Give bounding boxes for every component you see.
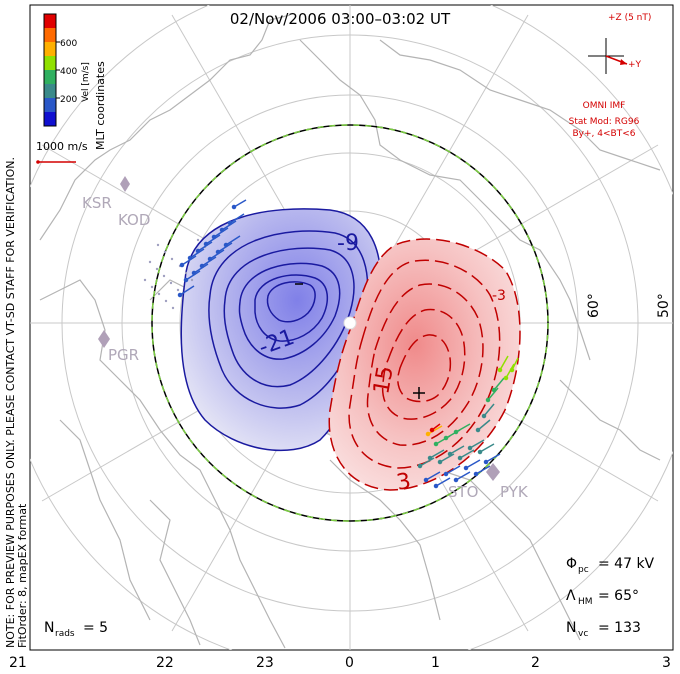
- svg-text:Φ: Φ: [566, 556, 577, 572]
- station-marker-ksr: [120, 176, 130, 192]
- hm-boundary-green: [151, 124, 549, 522]
- colorbar-tick-600: 600: [60, 39, 77, 49]
- contour-label-pos-neg3: -3: [492, 288, 506, 304]
- svg-text:rads: rads: [55, 629, 75, 639]
- stat-n-rads: N rads = 5: [44, 620, 108, 639]
- mlt-label-2: 2: [531, 655, 540, 671]
- stat-model: Stat Mod: RG96: [569, 117, 640, 127]
- imf-source: OMNI IMF: [583, 101, 626, 111]
- mlt-label-3: 3: [662, 655, 671, 671]
- map-title: 02/Nov/2006 03:00–03:02 UT: [230, 10, 451, 28]
- velocity-vectors: [177, 199, 519, 489]
- stat-n-vc: N vc = 133: [566, 620, 641, 639]
- colorbar: 600 400 200 Vel [m/s]: [43, 13, 91, 127]
- lat-label-60: 60°: [586, 293, 602, 318]
- svg-text:vc: vc: [578, 629, 588, 639]
- coastlines: [39, 14, 661, 649]
- contour-label-pos-15: 15: [369, 364, 398, 396]
- mlt-label-0: 0: [345, 655, 354, 671]
- station-label-ksr: KSR: [82, 194, 112, 212]
- contour-label-pos-3: 3: [395, 469, 413, 496]
- svg-text:= 65°: = 65°: [598, 588, 639, 604]
- colorbar-swatch: [44, 112, 56, 127]
- station-markers: [98, 176, 500, 481]
- svg-text:N: N: [566, 620, 576, 636]
- colorbar-swatch: [44, 56, 56, 71]
- maximum-marker: [413, 387, 425, 399]
- stat-lambda-hm: Λ HM = 65°: [566, 588, 639, 607]
- station-label-sto: STO: [448, 483, 479, 501]
- colorbar-label: Vel [m/s]: [81, 62, 91, 102]
- colorbar-swatches: [44, 14, 56, 127]
- fit-order-note: FitOrder: 8, mapEX format: [16, 503, 29, 648]
- station-marker-pgr: [98, 330, 110, 348]
- mlt-label-21: 21: [9, 655, 27, 671]
- vector-scale-label: 1000 m/s: [36, 140, 88, 153]
- stat-phi-pc: Φ pc = 47 kV: [566, 556, 655, 575]
- pole-marker: [343, 316, 357, 330]
- colorbar-tick-200: 200: [60, 95, 77, 105]
- svg-text:= 47 kV: = 47 kV: [598, 556, 655, 572]
- imf-clock: [588, 38, 628, 74]
- station-label-pgr: PGR: [108, 346, 139, 364]
- contour-label-neg-9: -9: [337, 231, 359, 256]
- colorbar-swatch: [44, 14, 56, 29]
- lat-label-50: 50°: [656, 293, 672, 318]
- svg-text:= 5: = 5: [83, 620, 108, 636]
- mlt-label-1: 1: [431, 655, 440, 671]
- station-marker-pyk: [486, 463, 500, 481]
- colorbar-tick-400: 400: [60, 67, 77, 77]
- svg-text:Λ: Λ: [566, 588, 576, 604]
- svg-text:= 133: = 133: [598, 620, 641, 636]
- station-label-pyk: PYK: [500, 483, 529, 501]
- preview-note: NOTE: FOR PREVIEW PURPOSES ONLY. PLEASE …: [4, 157, 17, 648]
- imf-condition: By+, 4<BT<6: [573, 129, 636, 139]
- imf-y-axis-label: +Y: [628, 60, 642, 70]
- colorbar-swatch: [44, 70, 56, 85]
- colorbar-swatch: [44, 42, 56, 57]
- vector-scale-arrow: [36, 160, 76, 164]
- positive-convection-cell: [328, 238, 521, 491]
- colorbar-swatch: [44, 84, 56, 99]
- station-label-kod: KOD: [118, 211, 150, 229]
- svg-text:pc: pc: [578, 565, 589, 575]
- mlt-label-23: 23: [256, 655, 274, 671]
- svg-text:N: N: [44, 620, 54, 636]
- colorbar-swatch: [44, 98, 56, 113]
- mlt-label-22: 22: [156, 655, 174, 671]
- colorbar-swatch: [44, 28, 56, 43]
- imf-z-axis-label: +Z (5 nT): [608, 13, 651, 23]
- coordinate-label: MLT coordinates: [94, 61, 107, 150]
- svg-text:HM: HM: [578, 597, 593, 607]
